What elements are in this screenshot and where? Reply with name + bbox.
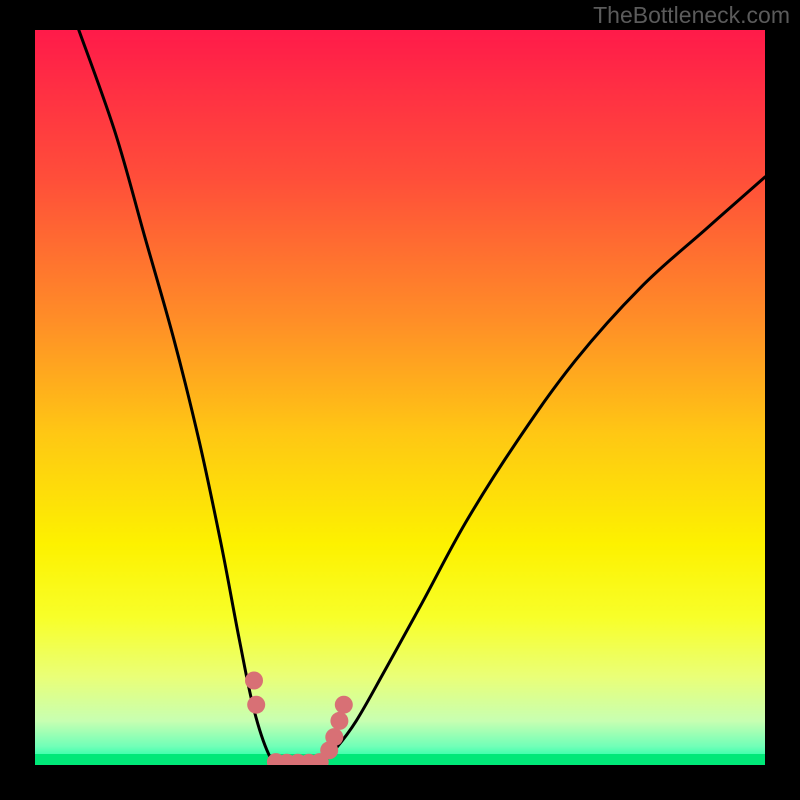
- watermark-text: TheBottleneck.com: [593, 2, 790, 29]
- chart-container: TheBottleneck.com: [0, 0, 800, 800]
- plot-area: [35, 30, 765, 765]
- marker-dot: [325, 728, 343, 746]
- marker-dot: [335, 696, 353, 714]
- marker-dot: [247, 696, 265, 714]
- marker-dot: [330, 712, 348, 730]
- marker-dot: [245, 672, 263, 690]
- marker-overlay: [35, 30, 765, 765]
